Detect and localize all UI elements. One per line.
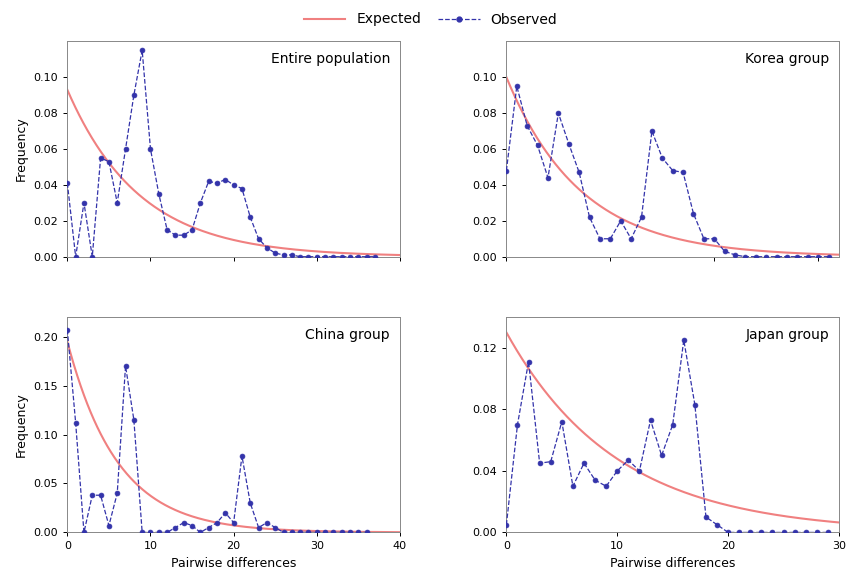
- Text: Korea group: Korea group: [745, 52, 829, 66]
- Text: China group: China group: [306, 328, 390, 342]
- Legend: Expected, Observed: Expected, Observed: [298, 7, 563, 32]
- X-axis label: Pairwise differences: Pairwise differences: [610, 557, 735, 570]
- Y-axis label: Frequency: Frequency: [15, 393, 28, 457]
- Y-axis label: Frequency: Frequency: [15, 116, 28, 181]
- X-axis label: Pairwise differences: Pairwise differences: [171, 557, 296, 570]
- Text: Entire population: Entire population: [270, 52, 390, 66]
- Text: Japan group: Japan group: [746, 328, 829, 342]
